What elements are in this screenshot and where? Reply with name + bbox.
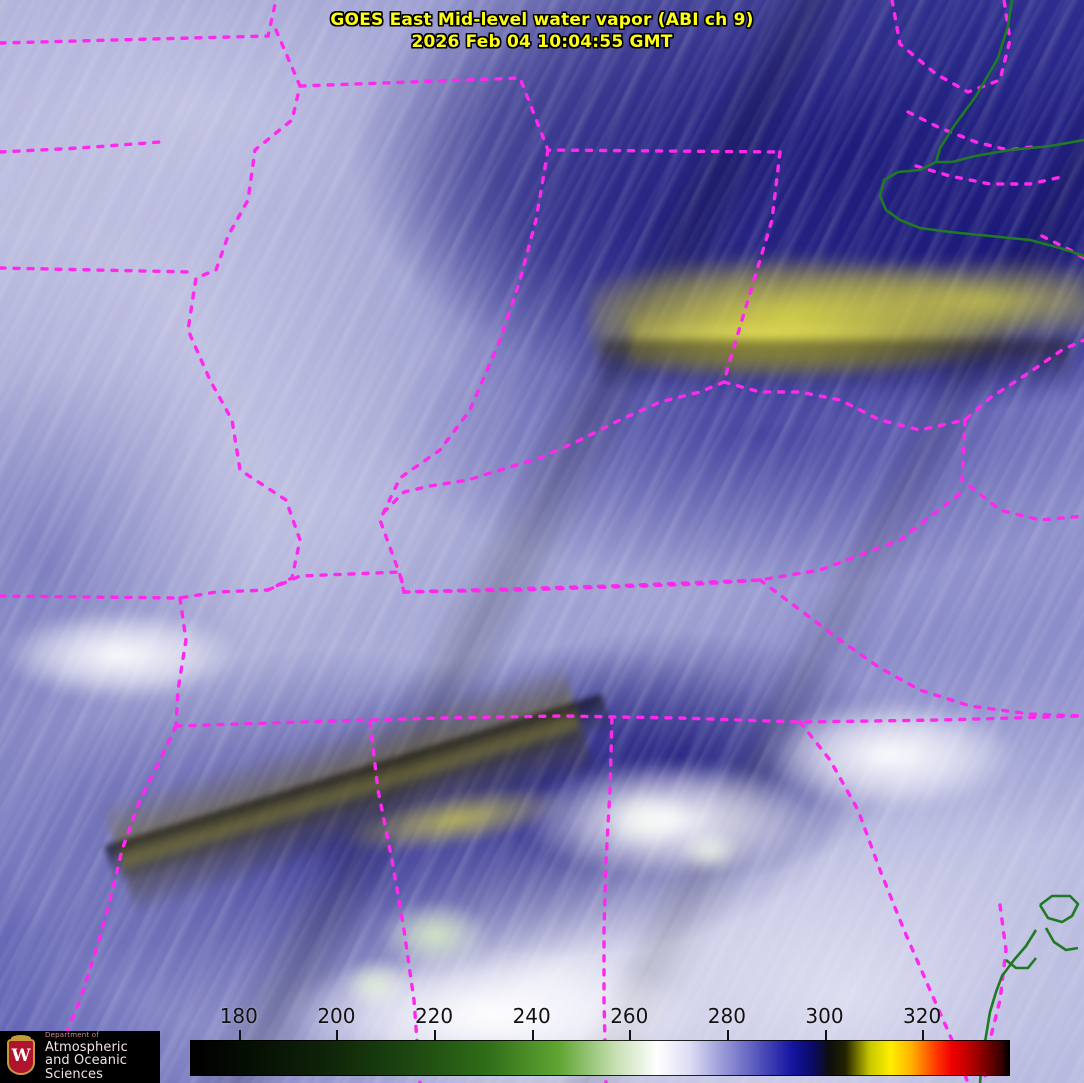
warm-band-north-edge: [600, 340, 1070, 394]
colorbar-tick-label: 260: [610, 1004, 649, 1028]
colorbar-tick-label: 300: [805, 1004, 844, 1028]
crest-letter: W: [11, 1046, 31, 1066]
uw-aos-logo: W Department of Atmospheric and Oceanic …: [0, 1031, 160, 1083]
colorbar-gradient: [190, 1040, 1010, 1076]
logo-department-label: Department of: [45, 1031, 99, 1040]
colorbar-tick-label: 180: [219, 1004, 258, 1028]
colorbar-tick: [922, 1030, 925, 1040]
colorbar-tick-label: 240: [512, 1004, 551, 1028]
colorbar-tick-label: 220: [414, 1004, 454, 1028]
bright-cloud-top: [0, 610, 240, 700]
colorbar-tick: [434, 1030, 437, 1040]
coastlines: [878, 0, 1084, 1083]
uw-crest-icon: W: [4, 1035, 38, 1079]
colorbar-tick: [629, 1030, 632, 1040]
crest-crown: [11, 1035, 31, 1042]
colorbar-tick: [531, 1030, 534, 1040]
colorbar-tick-label: 200: [317, 1004, 356, 1028]
colorbar: 180 200 220 240 260 280 300 320: [190, 1004, 1010, 1076]
logo-line-2: and Oceanic Sciences: [45, 1053, 128, 1082]
colorbar-tick-label: 320: [903, 1004, 942, 1028]
logo-line-1: Atmospheric: [45, 1039, 128, 1055]
colorbar-tick: [824, 1030, 827, 1040]
logo-text: Department of Atmospheric and Oceanic Sc…: [45, 1031, 160, 1082]
crest-shield: W: [7, 1039, 35, 1075]
colorbar-tick: [726, 1030, 729, 1040]
colorbar-tick-label: 280: [707, 1004, 746, 1028]
colorbar-tick: [336, 1030, 339, 1040]
colorbar-tick: [238, 1030, 241, 1040]
